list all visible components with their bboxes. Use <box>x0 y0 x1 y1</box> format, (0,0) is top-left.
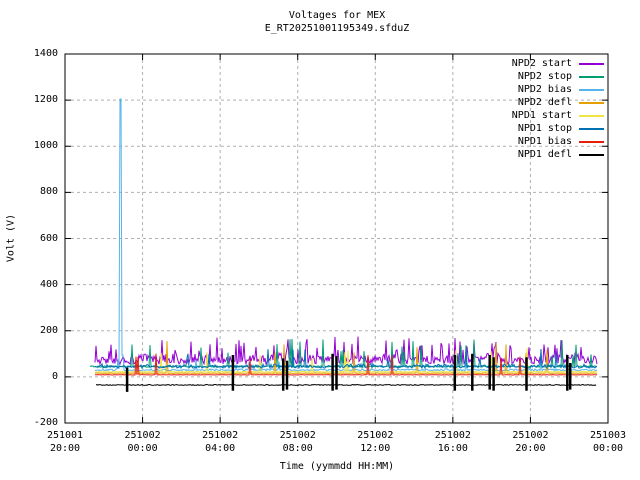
series-npd2-start <box>94 336 598 366</box>
x-tick-label: 251002 12:00 <box>330 429 420 455</box>
x-tick-time: 16:00 <box>437 443 468 454</box>
x-tick-date: 251002 <box>357 430 394 441</box>
legend-item-npd2-stop: NPD2 stop <box>512 70 604 83</box>
x-tick-time: 12:00 <box>360 443 391 454</box>
legend: NPD2 start NPD2 stop NPD2 bias NPD2 defl NPD… <box>512 57 604 161</box>
legend-label: NPD1 bias <box>517 136 572 147</box>
legend-label: NPD1 start <box>511 110 572 121</box>
x-tick-time: 20:00 <box>49 443 81 454</box>
chart-subtitle: E_RT20251001195349.sfduZ <box>264 23 410 34</box>
legend-line-sample <box>579 114 604 117</box>
legend-line-sample <box>579 140 604 143</box>
series-npd1-stop <box>94 348 598 370</box>
y-tick-label: 1200 <box>33 94 58 106</box>
x-tick-date: 251001 <box>46 430 84 441</box>
legend-label: NPD2 bias <box>517 84 572 95</box>
legend-item-npd1-stop: NPD1 stop <box>512 122 604 135</box>
x-tick-date: 251002 <box>124 430 161 441</box>
legend-line-sample <box>579 101 604 104</box>
x-tick-label: 251001 20:00 <box>20 429 110 455</box>
y-tick-label: 200 <box>39 324 58 336</box>
x-tick-date: 251002 <box>434 430 471 441</box>
x-axis-label: Time (yymmdd HH:MM) <box>279 461 395 472</box>
y-tick-label: 400 <box>39 278 58 290</box>
legend-line-sample <box>579 62 604 65</box>
x-tick-date: 251002 <box>279 430 316 441</box>
series-npd1-defl <box>95 383 597 387</box>
legend-label: NPD1 stop <box>517 123 572 134</box>
legend-item-npd2-start: NPD2 start <box>512 57 604 70</box>
y-tick-label: 800 <box>39 186 58 198</box>
series-npd1-bias <box>94 353 598 376</box>
legend-line-sample <box>579 127 604 130</box>
x-tick-label: 251002 08:00 <box>253 429 343 455</box>
x-tick-time: 08:00 <box>282 443 313 454</box>
legend-item-npd1-bias: NPD1 bias <box>512 135 604 148</box>
legend-line-sample <box>579 153 604 156</box>
legend-item-npd1-start: NPD1 start <box>512 109 604 122</box>
legend-label: NPD1 defl <box>517 149 572 160</box>
x-tick-label: 251002 20:00 <box>485 429 575 455</box>
x-tick-time: 04:00 <box>205 443 236 454</box>
legend-item-npd2-defl: NPD2 defl <box>512 96 604 109</box>
y-tick-label: 1000 <box>33 140 58 152</box>
x-tick-label: 251002 00:00 <box>98 429 188 455</box>
legend-line-sample <box>579 88 604 91</box>
x-tick-time: 20:00 <box>515 443 546 454</box>
x-tick-time: 00:00 <box>592 443 624 454</box>
legend-line-sample <box>579 75 604 78</box>
series-npd1-start <box>94 348 597 373</box>
x-tick-date: 251002 <box>512 430 549 441</box>
x-tick-label: 251003 00:00 <box>563 429 640 455</box>
y-tick-label: 0 <box>51 370 58 382</box>
x-tick-label: 251002 04:00 <box>175 429 265 455</box>
legend-item-npd2-bias: NPD2 bias <box>512 83 604 96</box>
series-npd2-defl <box>94 341 598 375</box>
x-tick-time: 00:00 <box>127 443 158 454</box>
x-tick-date: 251002 <box>202 430 239 441</box>
x-tick-date: 251003 <box>589 430 627 441</box>
y-tick-label: -200 <box>33 417 58 428</box>
y-tick-label: 1400 <box>33 48 58 59</box>
x-tick-label: 251002 16:00 <box>408 429 498 455</box>
legend-label: NPD2 defl <box>517 97 572 108</box>
chart-title: Voltages for MEX <box>288 10 386 21</box>
legend-label: NPD2 stop <box>517 71 572 82</box>
legend-label: NPD2 start <box>511 58 572 69</box>
y-tick-label: 600 <box>39 232 58 244</box>
legend-item-npd1-defl: NPD1 defl <box>512 148 604 161</box>
